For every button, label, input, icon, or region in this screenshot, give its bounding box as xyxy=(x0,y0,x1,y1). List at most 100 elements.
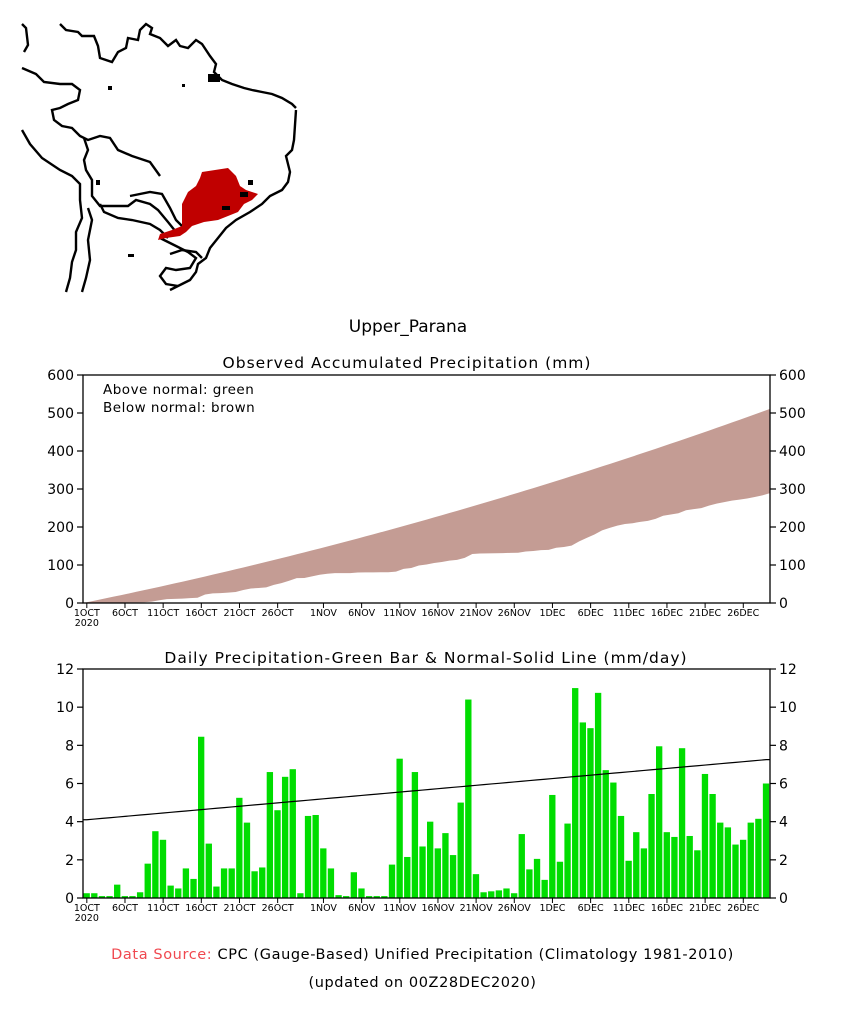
daily-bar xyxy=(648,793,655,898)
daily-bar xyxy=(427,821,434,898)
daily-bar xyxy=(243,822,251,898)
daily-bar xyxy=(434,848,441,898)
x-tick-label: 1NOV xyxy=(310,608,337,619)
x-tick-label: 11NOV xyxy=(383,903,417,914)
x-tick-label: 26DEC xyxy=(727,903,759,914)
daily-bar xyxy=(236,797,243,898)
x-tick-label: 26OCT xyxy=(262,608,294,619)
y-tick-label-right: 8 xyxy=(779,738,788,754)
x-tick-label: 11DEC xyxy=(613,608,645,619)
daily-bar xyxy=(633,832,640,898)
daily-bar xyxy=(533,858,541,898)
y-tick-label-left: 100 xyxy=(47,558,74,574)
daily-bar xyxy=(526,869,533,898)
accumulated-precip-chart: Observed Accumulated Precipitation (mm) … xyxy=(47,354,805,629)
chart1-legend-above: Above normal: green xyxy=(103,382,254,398)
daily-bar xyxy=(671,836,678,898)
daily-bar xyxy=(694,850,701,898)
x-tick-label: 21DEC xyxy=(689,903,721,914)
daily-bar xyxy=(449,855,457,898)
y-tick-label-left: 600 xyxy=(47,368,74,384)
daily-bar xyxy=(495,890,503,898)
daily-bar xyxy=(205,843,212,898)
daily-bar xyxy=(739,839,747,898)
x-tick-label: 16DEC xyxy=(651,608,683,619)
x-tick-label: 6OCT xyxy=(112,608,138,619)
daily-bar xyxy=(396,758,403,898)
daily-bar xyxy=(350,872,357,898)
x-year-label: 2020 xyxy=(75,618,99,629)
daily-bar xyxy=(404,856,411,898)
daily-bar xyxy=(411,772,419,898)
y-tick-label-right: 6 xyxy=(779,777,788,793)
daily-bar xyxy=(327,868,335,898)
x-tick-label: 1OCT xyxy=(74,903,100,914)
daily-bar xyxy=(579,722,586,898)
daily-bar xyxy=(709,793,716,898)
x-tick-label: 16DEC xyxy=(651,903,683,914)
daily-bar xyxy=(572,688,579,898)
daily-bar xyxy=(488,891,495,898)
y-tick-label-right: 0 xyxy=(779,891,788,907)
daily-bar xyxy=(724,827,732,898)
daily-bar xyxy=(556,861,564,898)
y-tick-label-left: 200 xyxy=(47,520,74,536)
y-tick-label-right: 2 xyxy=(779,853,788,869)
daily-bar xyxy=(190,878,197,898)
x-tick-label: 1OCT xyxy=(74,608,100,619)
x-year-label: 2020 xyxy=(75,913,99,924)
daily-bar xyxy=(472,874,480,898)
x-tick-label: 11OCT xyxy=(147,608,179,619)
x-tick-label: 16NOV xyxy=(421,903,455,914)
y-tick-label-right: 400 xyxy=(779,444,806,460)
daily-bar xyxy=(717,822,724,898)
map-border-east-coast xyxy=(169,109,298,292)
daily-bar xyxy=(129,896,136,898)
x-tick-label: 6NOV xyxy=(348,903,375,914)
map-border-north xyxy=(21,22,297,109)
daily-bar xyxy=(312,814,319,898)
map-border-paraguay xyxy=(129,190,183,227)
x-tick-label: 11DEC xyxy=(613,903,645,914)
daily-bar xyxy=(617,815,625,898)
daily-bar xyxy=(457,802,464,898)
daily-bar xyxy=(602,770,609,898)
y-tick-label-right: 100 xyxy=(779,558,806,574)
daily-bar xyxy=(182,868,190,898)
daily-bar xyxy=(640,848,648,898)
daily-bar xyxy=(678,748,686,898)
region-title: Upper_Parana xyxy=(349,317,467,337)
daily-bar xyxy=(388,864,396,898)
daily-bar xyxy=(259,867,266,898)
daily-bar xyxy=(358,888,365,898)
daily-bar xyxy=(594,692,602,898)
chart1-title: Observed Accumulated Precipitation (mm) xyxy=(223,354,592,372)
x-tick-label: 21NOV xyxy=(460,903,494,914)
daily-bar xyxy=(266,772,274,898)
x-tick-label: 6NOV xyxy=(348,608,375,619)
daily-bar xyxy=(83,893,90,898)
daily-precip-chart: Daily Precipitation-Green Bar & Normal-S… xyxy=(56,649,797,924)
x-tick-label: 11OCT xyxy=(147,903,179,914)
daily-bar xyxy=(701,773,709,898)
map-border-bolivia xyxy=(82,137,177,239)
x-tick-label: 1NOV xyxy=(310,903,337,914)
y-tick-label-left: 300 xyxy=(47,482,74,498)
daily-bar xyxy=(167,885,174,898)
daily-bar xyxy=(587,728,594,898)
y-tick-label-right: 200 xyxy=(779,520,806,536)
y-tick-label-left: 10 xyxy=(56,700,74,716)
x-tick-label: 26DEC xyxy=(727,608,759,619)
daily-bar xyxy=(610,782,617,898)
y-tick-label-left: 2 xyxy=(65,853,74,869)
daily-bar xyxy=(198,736,205,898)
chart1-legend-below: Below normal: brown xyxy=(103,400,255,416)
y-tick-label-right: 500 xyxy=(779,406,806,422)
y-tick-label-left: 4 xyxy=(65,815,74,831)
daily-bar xyxy=(549,794,556,898)
y-tick-label-left: 500 xyxy=(47,406,74,422)
daily-bar xyxy=(686,835,693,898)
daily-bar xyxy=(91,893,98,898)
x-tick-label: 11NOV xyxy=(383,608,417,619)
